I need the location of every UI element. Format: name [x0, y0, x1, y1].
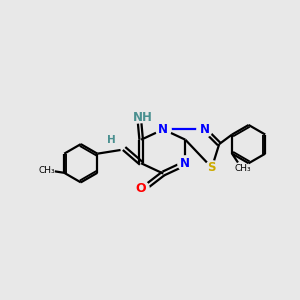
Text: N: N: [158, 123, 168, 136]
Text: NH: NH: [133, 111, 153, 124]
Text: H: H: [107, 135, 116, 145]
Text: CH₃: CH₃: [234, 164, 251, 173]
Text: S: S: [208, 161, 216, 174]
Text: N: N: [180, 157, 190, 170]
Text: O: O: [136, 182, 146, 195]
Text: O: O: [136, 182, 146, 195]
Text: N: N: [200, 123, 209, 136]
Text: CH₃: CH₃: [39, 166, 56, 175]
